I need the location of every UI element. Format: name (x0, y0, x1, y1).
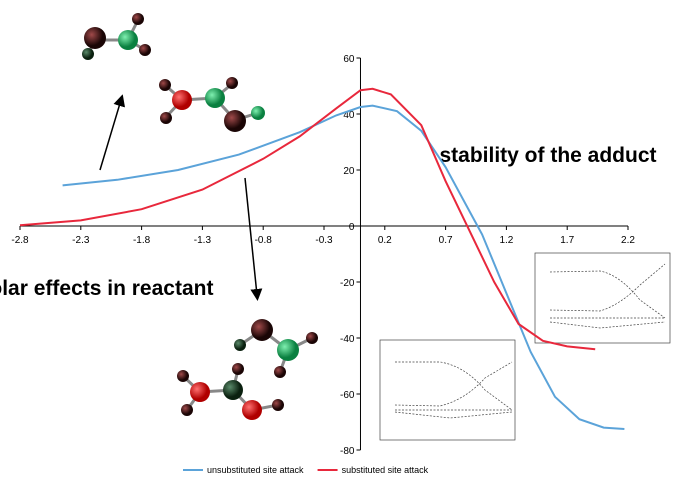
x-tick-label: 1.7 (560, 235, 574, 246)
molecules (82, 13, 318, 420)
y-tick-label: 60 (343, 54, 355, 65)
x-tick-label: 1.2 (499, 235, 513, 246)
x-tick-label: -1.8 (133, 235, 151, 246)
x-tick-label: -2.3 (72, 235, 90, 246)
x-tick-label: -1.3 (194, 235, 212, 246)
x-tick-label: 0.7 (439, 235, 453, 246)
x-tick-label: -2.8 (11, 235, 29, 246)
y-tick-label: 20 (343, 166, 355, 177)
annotation: stability of the adduct (439, 144, 656, 167)
x-tick-label: 2.2 (621, 235, 635, 246)
y-tick-label: -40 (340, 334, 355, 345)
y-tick-label: 0 (349, 222, 355, 233)
legend-label: substituted site attack (342, 465, 429, 475)
chart: stability of the adduct polar effects in… (0, 0, 677, 477)
x-tick-label: -0.8 (255, 235, 273, 246)
y-tick-label: -80 (340, 446, 355, 457)
annotation: polar effects in reactant (0, 277, 213, 300)
x-tick-label: 0.2 (378, 235, 392, 246)
insets (380, 253, 670, 440)
legend-label: unsubstituted site attack (207, 465, 304, 475)
x-tick-label: -0.3 (315, 235, 333, 246)
y-tick-label: -20 (340, 278, 355, 289)
y-tick-label: -60 (340, 390, 355, 401)
